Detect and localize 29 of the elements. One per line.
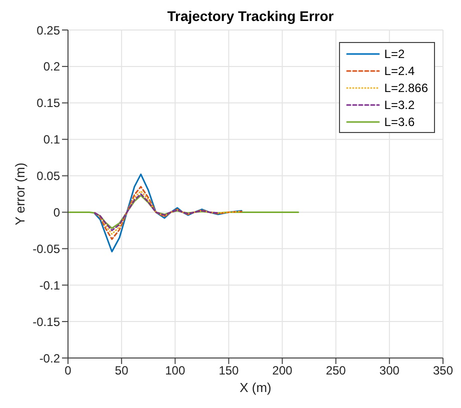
y-tick-label: 0.15 xyxy=(36,96,60,110)
x-tick-label: 250 xyxy=(326,364,346,378)
y-tick-label: -0.15 xyxy=(32,314,60,329)
legend-label: L=2.4 xyxy=(384,64,415,78)
y-tick-label: 0.25 xyxy=(36,23,60,38)
x-tick-label: 300 xyxy=(379,364,400,378)
y-tick-label: 0 xyxy=(53,205,60,220)
x-tick-label: 350 xyxy=(432,364,454,378)
y-tick-label: 0.05 xyxy=(36,169,60,184)
x-tick-label: 0 xyxy=(64,364,72,378)
line-series xyxy=(68,194,300,230)
y-tick-label: 0.2 xyxy=(43,60,60,74)
y-tick-label: -0.05 xyxy=(32,242,60,256)
x-tick-label: 100 xyxy=(165,364,186,378)
line-series xyxy=(94,174,242,252)
chart-title: Trajectory Tracking Error xyxy=(167,8,334,24)
legend-label: L=3.6 xyxy=(384,114,415,128)
x-tick-label: 50 xyxy=(114,364,129,378)
legend-label: L=2.866 xyxy=(384,80,428,94)
line-series xyxy=(94,193,219,232)
y-axis-title: Y error (m) xyxy=(12,162,28,226)
y-tick-label: -0.2 xyxy=(39,351,60,366)
y-tick-label: -0.1 xyxy=(39,278,60,292)
legend-label: L=2 xyxy=(384,46,405,60)
x-axis-title: X (m) xyxy=(240,380,272,395)
y-tick-label: 0.1 xyxy=(43,132,60,147)
x-tick-label: 200 xyxy=(272,364,293,378)
legend-label: L=3.2 xyxy=(384,98,415,112)
x-tick-label: 150 xyxy=(218,364,240,378)
